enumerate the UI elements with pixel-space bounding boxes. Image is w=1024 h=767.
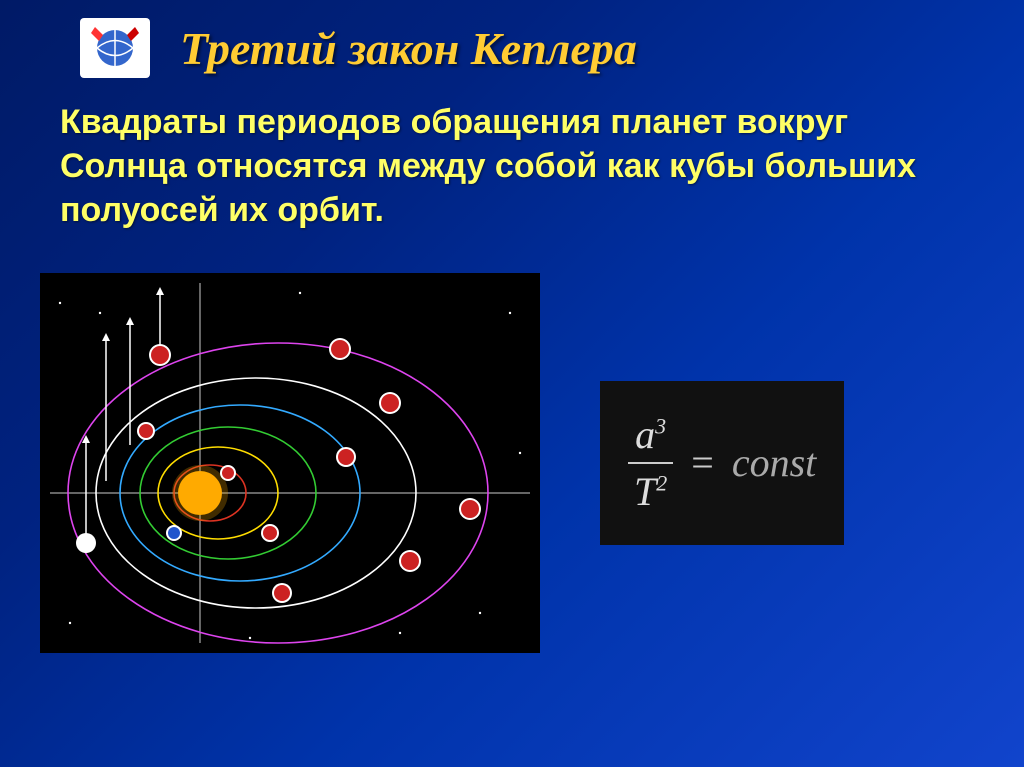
slide-header: Третий закон Кеплера: [0, 0, 1024, 88]
formula-fraction: a3 T2: [628, 411, 673, 515]
denominator-base: T: [634, 469, 656, 514]
formula-box: a3 T2 = const: [600, 381, 844, 545]
logo-icon: [80, 18, 150, 78]
numerator-base: a: [635, 412, 655, 457]
formula-rhs: const: [732, 439, 816, 486]
denominator-exp: 2: [656, 470, 667, 495]
orbit-diagram: [40, 273, 540, 653]
equals-sign: =: [691, 439, 714, 486]
slide-title: Третий закон Кеплера: [180, 22, 637, 75]
content-row: a3 T2 = const: [0, 253, 1024, 653]
fraction-bar: [628, 462, 673, 464]
numerator-exp: 3: [655, 413, 666, 438]
law-statement: Квадраты периодов обращения планет вокру…: [0, 88, 1024, 253]
